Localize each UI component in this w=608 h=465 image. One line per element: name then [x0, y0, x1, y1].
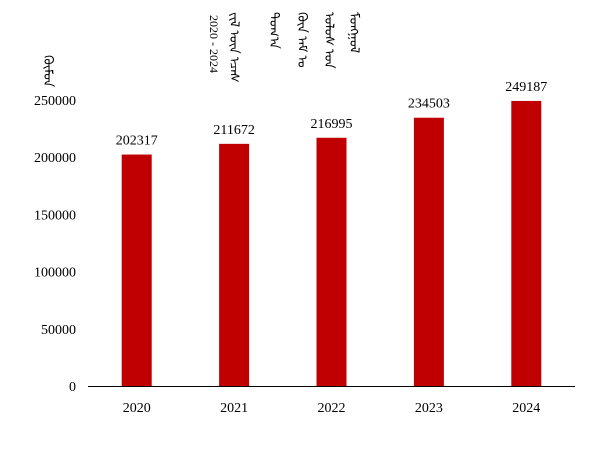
x-tick-label: 2020 [123, 401, 151, 416]
title-line: ᠤᠯᠤᠰ ᠤᠨ [322, 12, 337, 69]
data-label-2020: 202317 [116, 134, 158, 149]
y-tick-label: 0 [69, 380, 76, 395]
x-tick-label: 2021 [220, 401, 248, 416]
year-range-label: 2020 - 2024 [207, 15, 221, 73]
data-label-2024: 249187 [505, 80, 547, 95]
title-line: ᠬᠦᠨ ᠠᠮ ᠤ [295, 12, 310, 68]
data-labels-group: 202317 211672 216995 234503 249187 [116, 80, 548, 149]
bar-2020 [121, 154, 152, 386]
bars-group [121, 100, 542, 387]
data-label-2022: 216995 [311, 117, 353, 132]
title-line: ᠮᠣᠩᠭᠣᠯ [347, 12, 362, 53]
title-line: ᠲᠣᠭ᠎ᠠ [267, 12, 282, 49]
y-tick-label: 200000 [34, 151, 76, 166]
x-axis: 2020 2021 2022 2023 2024 [123, 401, 541, 416]
x-tick-label: 2024 [512, 401, 540, 416]
y-axis: 0 50000 100000 150000 200000 250000 [34, 94, 76, 395]
title-line: ᠵᠢᠯ ᠦᠨ ᠡᠴᠡᠰ [227, 12, 242, 83]
x-tick-label: 2023 [415, 401, 443, 416]
x-tick-label: 2022 [318, 401, 346, 416]
data-label-2021: 211672 [213, 123, 254, 138]
bar-2024 [511, 100, 542, 387]
bar-2021 [219, 143, 250, 386]
chart-title: ᠮᠣᠩᠭᠣᠯ ᠤᠯᠤᠰ ᠤᠨ ᠬᠦᠨ ᠠᠮ ᠤ ᠲᠣᠭ᠎ᠠ ᠵᠢᠯ ᠦᠨ ᠡᠴᠡᠰ [227, 12, 362, 83]
y-axis-unit-label: ᠬᠦᠮᠦᠨ [41, 55, 56, 87]
data-label-2023: 234503 [408, 97, 450, 112]
y-tick-label: 50000 [41, 323, 76, 338]
y-tick-label: 250000 [34, 94, 76, 109]
y-tick-label: 100000 [34, 266, 76, 281]
y-tick-label: 150000 [34, 208, 76, 223]
bar-2023 [413, 117, 444, 386]
bar-2022 [316, 137, 347, 386]
